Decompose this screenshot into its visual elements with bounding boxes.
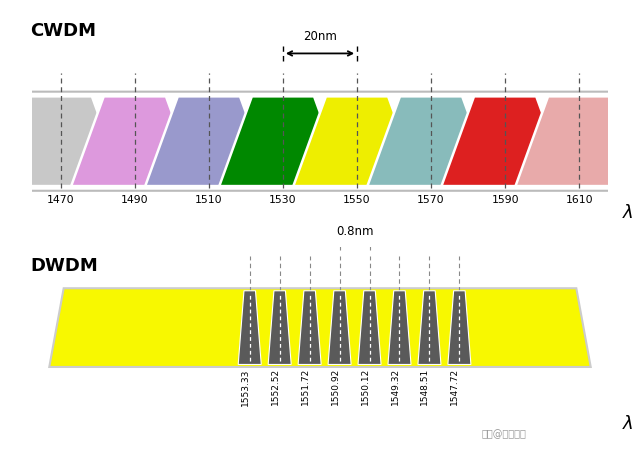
Text: 1490: 1490 (121, 196, 148, 206)
Polygon shape (268, 291, 291, 365)
Text: 1552.52: 1552.52 (271, 368, 280, 405)
Text: DWDM: DWDM (30, 257, 98, 275)
Text: 1550.12: 1550.12 (360, 368, 369, 405)
Text: CWDM: CWDM (30, 22, 96, 40)
Polygon shape (0, 96, 125, 186)
Polygon shape (418, 291, 441, 365)
Polygon shape (298, 291, 321, 365)
Polygon shape (358, 291, 381, 365)
Polygon shape (71, 96, 198, 186)
Text: 1610: 1610 (565, 196, 593, 206)
Text: 1551.72: 1551.72 (301, 368, 310, 405)
Polygon shape (328, 291, 351, 365)
Text: 1470: 1470 (47, 196, 75, 206)
Text: 头条@飞宇集团: 头条@飞宇集团 (481, 430, 526, 439)
Text: 1590: 1590 (492, 196, 519, 206)
Polygon shape (388, 291, 411, 365)
Polygon shape (220, 96, 347, 186)
FancyBboxPatch shape (0, 92, 640, 191)
Text: 1550: 1550 (343, 196, 371, 206)
Text: 1530: 1530 (269, 196, 297, 206)
Polygon shape (515, 96, 640, 186)
Polygon shape (145, 96, 273, 186)
Text: 0.8nm: 0.8nm (336, 225, 373, 238)
Polygon shape (448, 291, 471, 365)
Text: 20nm: 20nm (303, 30, 337, 44)
Text: 1549.32: 1549.32 (390, 368, 399, 405)
Polygon shape (367, 96, 495, 186)
Text: 1570: 1570 (417, 196, 445, 206)
Text: λ: λ (622, 204, 633, 223)
Text: 1550.92: 1550.92 (331, 368, 340, 405)
Text: 1547.72: 1547.72 (451, 368, 460, 405)
Text: 1548.51: 1548.51 (420, 368, 429, 405)
Polygon shape (442, 96, 569, 186)
Polygon shape (293, 96, 420, 186)
Text: 1553.33: 1553.33 (241, 368, 250, 406)
Polygon shape (49, 288, 591, 367)
Polygon shape (238, 291, 261, 365)
Text: 1510: 1510 (195, 196, 223, 206)
Text: λ: λ (622, 414, 633, 433)
